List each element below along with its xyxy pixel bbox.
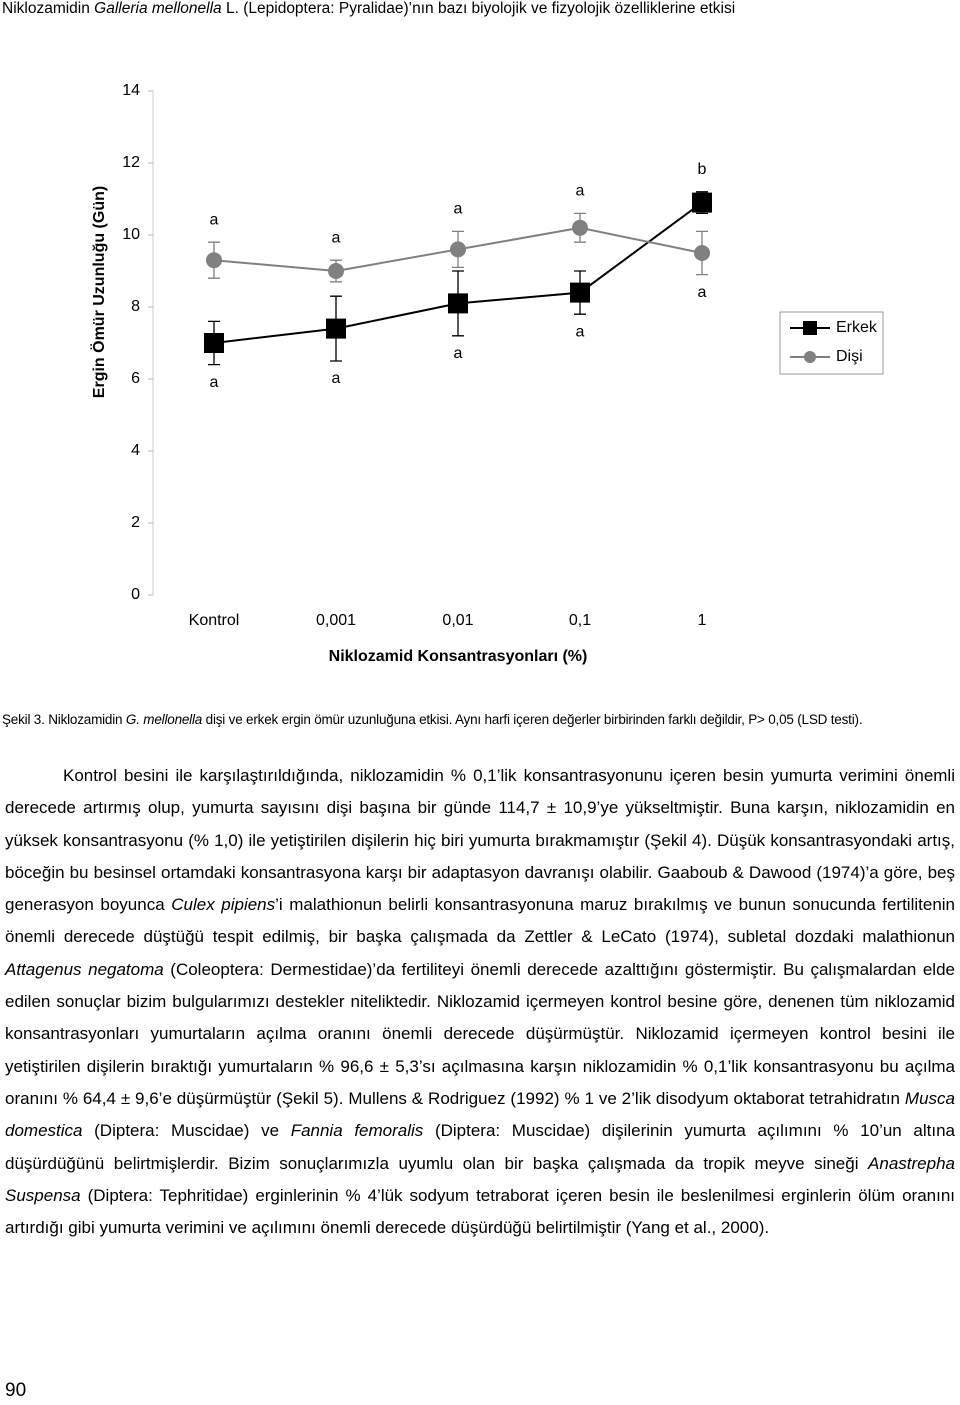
text-run: (Diptera: Tephritidae) erginlerinin % 4’… xyxy=(5,1185,955,1238)
italic-text: Anastrepha Suspensa xyxy=(5,1153,955,1205)
page-number: 90 xyxy=(5,1380,27,1401)
italic-text: G. mellonella xyxy=(125,712,203,727)
marker xyxy=(206,252,222,269)
chart: Ergin Ömür Uzunluğu (Gün) Niklozamid Kon… xyxy=(89,82,884,665)
text-run: dişi ve erkek ergin ömür uzunluğuna etki… xyxy=(202,712,863,727)
x-tick-label: 1 xyxy=(698,612,707,629)
y-tick-label: 0 xyxy=(131,586,140,603)
marker xyxy=(326,318,346,339)
significance-letter: a xyxy=(576,183,585,200)
y-tick-label: 6 xyxy=(131,370,140,387)
y-tick-label: 8 xyxy=(131,298,140,315)
italic-text: Musca domestica xyxy=(5,1088,955,1141)
marker xyxy=(450,241,466,258)
text-run: Şekil 3. Niklozamidin xyxy=(2,712,126,727)
italic-text: Attagenus negatoma xyxy=(5,959,164,979)
text-run: (Diptera: Muscidae) dişilerinin yumurta … xyxy=(5,1121,955,1173)
significance-letter: a xyxy=(210,211,219,228)
legend-marker xyxy=(803,321,817,335)
significance-letter: a xyxy=(332,229,341,246)
x-tick-label: 0,001 xyxy=(316,612,356,629)
legend-box xyxy=(779,311,884,375)
x-tick-label: 0,01 xyxy=(442,612,473,629)
marker xyxy=(448,293,468,314)
y-tick-label: 2 xyxy=(131,514,140,531)
running-header: Niklozamidin Galleria mellonella L. (Lep… xyxy=(2,0,735,18)
text-run: (Coleoptera: Dermestidae)’da fertiliteyi… xyxy=(5,959,955,1108)
y-tick-label: 4 xyxy=(131,442,140,459)
text-run: (Diptera: Muscidae) ve xyxy=(82,1121,291,1141)
significance-letter: a xyxy=(454,345,463,362)
marker xyxy=(570,282,590,303)
significance-letter: a xyxy=(698,284,707,301)
x-axis-label: Niklozamid Konsantrasyonları (%) xyxy=(329,648,588,665)
text-run: ’i malathionun belirli konsantrasyonuna … xyxy=(5,895,956,947)
text-run: L. (Lepidoptera: Pyralidae)’nın bazı biy… xyxy=(221,0,736,17)
marker xyxy=(694,245,710,261)
significance-letter: b xyxy=(698,161,707,178)
x-tick-label: 0,1 xyxy=(569,612,591,629)
text-run: Niklozamidin xyxy=(2,0,95,17)
italic-text: Culex pipiens xyxy=(171,895,276,915)
figure-caption: Şekil 3. Niklozamidin G. mellonella dişi… xyxy=(2,712,863,727)
italic-text: Fannia femoralis xyxy=(290,1121,424,1141)
y-tick-label: 12 xyxy=(122,154,140,171)
legend-marker xyxy=(804,351,816,363)
marker xyxy=(692,192,712,213)
y-tick-label: 10 xyxy=(122,226,140,243)
marker xyxy=(204,333,224,353)
significance-letter: a xyxy=(210,374,219,391)
legend-label: Erkek xyxy=(836,319,878,336)
y-axis-label: Ergin Ömür Uzunluğu (Gün) xyxy=(89,186,108,398)
legend-label: Dişi xyxy=(836,348,863,365)
italic-text: Galleria mellonella xyxy=(94,0,222,17)
body-text: Kontrol besini ile karşılaştırıldığında,… xyxy=(5,760,955,1244)
y-tick-label: 14 xyxy=(122,82,140,99)
marker xyxy=(572,219,588,236)
significance-letter: a xyxy=(576,323,585,340)
text-run: Kontrol besini ile karşılaştırıldığında,… xyxy=(5,766,955,915)
significance-letter: a xyxy=(332,370,341,387)
x-tick-label: Kontrol xyxy=(189,612,240,629)
marker xyxy=(328,263,344,279)
significance-letter: a xyxy=(454,201,463,218)
